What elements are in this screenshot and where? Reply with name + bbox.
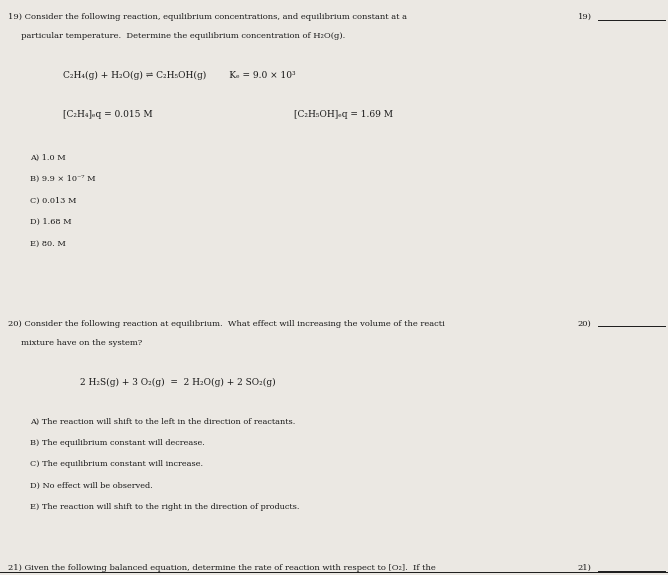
- Text: E) 80. M: E) 80. M: [30, 239, 66, 247]
- Text: E) The reaction will shift to the right in the direction of products.: E) The reaction will shift to the right …: [30, 503, 299, 511]
- Text: 2 H₂S(g) + 3 O₂(g)  =  2 H₂O(g) + 2 SO₂(g): 2 H₂S(g) + 3 O₂(g) = 2 H₂O(g) + 2 SO₂(g): [80, 378, 276, 388]
- Text: D) No effect will be observed.: D) No effect will be observed.: [30, 482, 153, 490]
- Text: particular temperature.  Determine the equilibrium concentration of H₂O(g).: particular temperature. Determine the eq…: [8, 32, 345, 40]
- Text: 20) Consider the following reaction at equilibrium.  What effect will increasing: 20) Consider the following reaction at e…: [8, 320, 445, 328]
- Text: D) 1.68 M: D) 1.68 M: [30, 218, 71, 226]
- Text: 19) Consider the following reaction, equilibrium concentrations, and equilibrium: 19) Consider the following reaction, equ…: [8, 13, 407, 21]
- Text: 19): 19): [578, 13, 592, 21]
- Text: C) 0.013 M: C) 0.013 M: [30, 197, 76, 205]
- Text: 21) Given the following balanced equation, determine the rate of reaction with r: 21) Given the following balanced equatio…: [8, 564, 436, 572]
- Text: C) The equilibrium constant will increase.: C) The equilibrium constant will increas…: [30, 461, 203, 469]
- Text: 21): 21): [578, 564, 592, 572]
- Text: A) 1.0 M: A) 1.0 M: [30, 154, 65, 162]
- Text: A) The reaction will shift to the left in the direction of reactants.: A) The reaction will shift to the left i…: [30, 417, 295, 426]
- Text: [C₂H₅OH]ₑq = 1.69 M: [C₂H₅OH]ₑq = 1.69 M: [294, 110, 393, 120]
- Text: B) 9.9 × 10⁻⁷ M: B) 9.9 × 10⁻⁷ M: [30, 175, 96, 183]
- Text: B) The equilibrium constant will decrease.: B) The equilibrium constant will decreas…: [30, 439, 205, 447]
- Text: C₂H₄(g) + H₂O(g) ⇌ C₂H₅OH(g)        Kₑ = 9.0 × 10³: C₂H₄(g) + H₂O(g) ⇌ C₂H₅OH(g) Kₑ = 9.0 × …: [63, 71, 296, 80]
- Text: mixture have on the system?: mixture have on the system?: [8, 339, 142, 347]
- Text: [C₂H₄]ₑq = 0.015 M: [C₂H₄]ₑq = 0.015 M: [63, 110, 153, 120]
- Text: 20): 20): [578, 320, 592, 328]
